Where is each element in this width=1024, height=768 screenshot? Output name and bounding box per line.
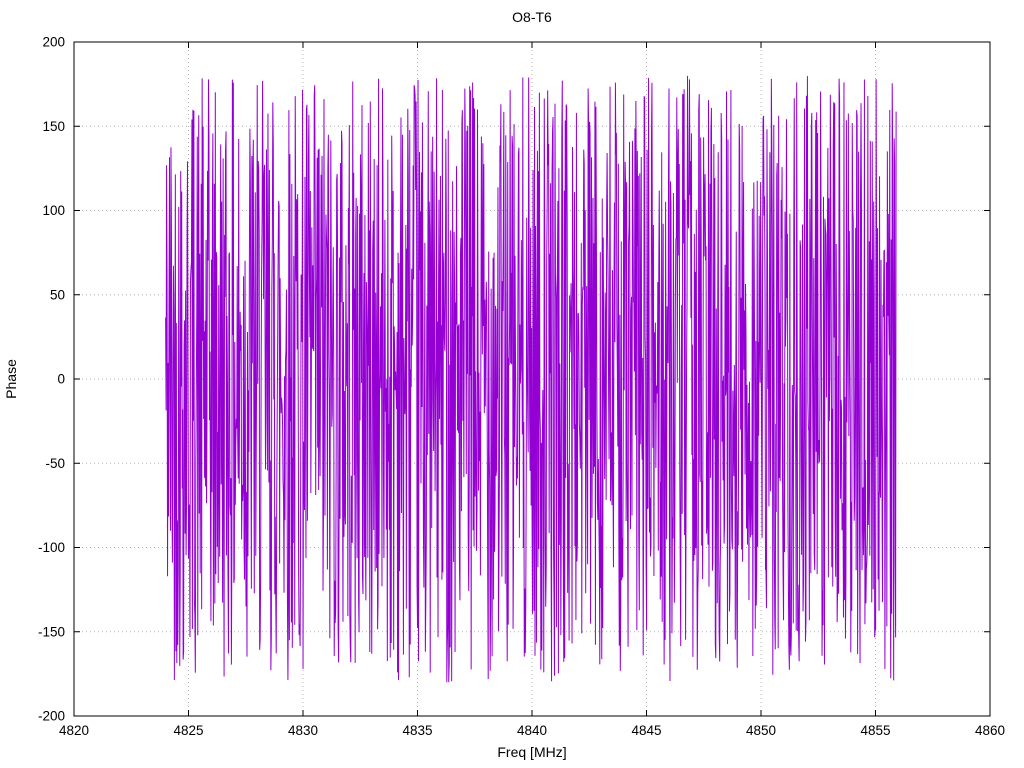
x-tick-label: 4835 [402, 723, 432, 738]
y-tick-label: -200 [38, 709, 65, 724]
y-tick-label: 150 [42, 119, 65, 134]
y-tick-label: 200 [42, 35, 65, 50]
series-phase [165, 75, 897, 683]
y-axis-label: Phase [3, 359, 19, 399]
x-tick-label: 4845 [631, 723, 661, 738]
y-tick-label: 100 [42, 203, 65, 218]
x-tick-label: 4855 [860, 723, 890, 738]
y-tick-label: 50 [50, 287, 65, 302]
x-tick-label: 4820 [59, 723, 89, 738]
x-tick-label: 4825 [173, 723, 203, 738]
tick-label-layer: 4820 4825 4830 4835 4840 4845 4850 4855 4860 -200… [38, 35, 1005, 739]
x-axis-label: Freq [MHz] [497, 744, 566, 760]
x-tick-label: 4840 [517, 723, 547, 738]
x-tick-label: 4860 [975, 723, 1005, 738]
y-tick-label: -50 [45, 456, 65, 471]
y-tick-label: 0 [57, 372, 65, 387]
y-tick-label: -150 [38, 624, 65, 639]
series-layer [165, 75, 897, 683]
x-tick-label: 4830 [288, 723, 318, 738]
axis-layer [73, 41, 991, 717]
chart-title: O8-T6 [512, 9, 552, 25]
x-tick-label: 4850 [746, 723, 776, 738]
y-tick-label: -100 [38, 540, 65, 555]
